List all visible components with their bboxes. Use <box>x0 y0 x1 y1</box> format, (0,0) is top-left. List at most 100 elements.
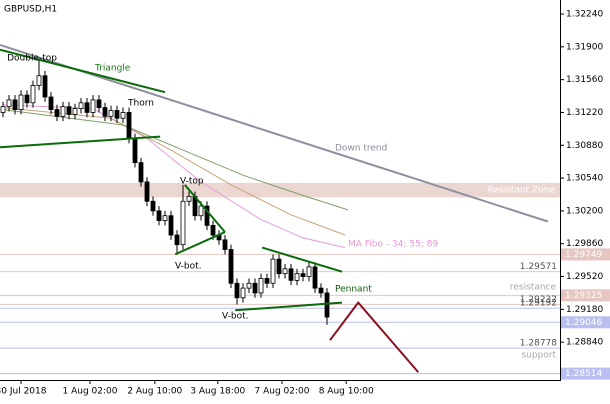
price-level-label: 1.28514 <box>565 369 602 379</box>
candle-body <box>126 112 132 139</box>
y-tick-label: 1.30540 <box>566 174 603 184</box>
candle-body <box>114 110 120 119</box>
level-layer <box>0 253 560 375</box>
price-level-box <box>561 367 610 380</box>
zone-label: Resistant Zone <box>488 186 556 196</box>
chart-title: GBPUSD,H1 <box>4 5 57 15</box>
y-tick-label: 1.31900 <box>566 42 603 52</box>
candle-body <box>324 292 330 318</box>
candle-body <box>24 94 30 104</box>
trendline <box>0 135 161 149</box>
y-tick-label: 1.29180 <box>566 305 603 315</box>
candle-body <box>18 94 24 110</box>
y-tick-label: 1.31220 <box>566 108 603 118</box>
candle-body <box>264 278 270 284</box>
candle-body <box>66 106 72 115</box>
price-level-label: 1.29571 <box>520 262 557 272</box>
candle-body <box>204 205 210 226</box>
price-level-label: 1.29046 <box>565 318 602 328</box>
candle-body <box>288 268 294 281</box>
y-tick-label: 1.30200 <box>566 206 603 216</box>
y-tick-label: 1.29520 <box>566 272 603 282</box>
candle-body <box>0 106 6 113</box>
candle-body <box>222 239 228 250</box>
candle-body <box>6 99 12 108</box>
trendline <box>184 184 226 233</box>
candle-body <box>96 99 102 109</box>
trendline <box>174 231 226 256</box>
trendline <box>261 246 343 273</box>
x-tick-label: 8 Aug 10:00 <box>319 387 374 397</box>
x-tick-label: 3 Aug 18:00 <box>190 387 245 397</box>
zone-layer <box>0 182 560 198</box>
candle-body <box>120 112 126 119</box>
trendline <box>0 43 549 223</box>
candle-layer <box>0 60 330 325</box>
candle-body <box>42 75 48 98</box>
candle-body <box>90 99 96 113</box>
trendline <box>329 301 419 373</box>
trendline <box>235 301 343 312</box>
candle-body <box>198 205 204 217</box>
trendline <box>0 48 166 94</box>
y-tick-label: 1.29860 <box>566 239 603 249</box>
candle-body <box>174 234 180 246</box>
price-level-label: 1.29749 <box>565 250 602 260</box>
candle-body <box>72 108 78 115</box>
candle-body <box>186 196 192 202</box>
candle-body <box>108 110 114 117</box>
candle-body <box>318 287 324 294</box>
y-tick-label: 1.31560 <box>566 75 603 85</box>
candle-body <box>48 96 54 110</box>
candle-body <box>12 99 18 110</box>
y-tick-label: 1.28840 <box>566 338 603 348</box>
x-tick-label: 30 Jul 2018 <box>0 387 47 397</box>
candle-body <box>306 266 312 277</box>
candle-body <box>162 215 168 221</box>
candle-body <box>270 258 276 284</box>
candle-body <box>246 282 252 289</box>
price-level-box <box>561 316 610 329</box>
annotation: Down trend <box>335 144 387 154</box>
x-tick-label: 2 Aug 10:00 <box>127 387 182 397</box>
moving-average <box>2 109 349 211</box>
price-level-label: 1.29325 <box>565 291 602 301</box>
candle-body <box>132 138 138 164</box>
candle-body <box>36 75 42 86</box>
candle-body <box>252 282 258 294</box>
y-tick-label: 1.30880 <box>566 141 603 151</box>
price-level-box <box>561 289 610 302</box>
candle-body <box>144 181 150 202</box>
candle-body <box>282 268 288 275</box>
candle-body <box>102 107 108 117</box>
x-tick-label: 1 Aug 02:00 <box>63 387 118 397</box>
candle-body <box>78 102 84 109</box>
candle-body <box>168 215 174 236</box>
price-level-box <box>561 248 610 261</box>
candle-body <box>294 273 300 281</box>
trendline-layer <box>0 43 549 373</box>
annotation: Pennant <box>335 285 372 295</box>
candle-body <box>234 282 240 299</box>
candle-body <box>258 278 264 294</box>
annotation: support <box>521 351 556 361</box>
candle-body <box>30 85 36 104</box>
candle-body <box>180 200 186 246</box>
candle-body <box>54 109 60 117</box>
price-level-label: 1.29232 <box>520 295 557 305</box>
annotation: Triangle <box>94 64 131 74</box>
price-level-label: 1.29192 <box>520 299 557 309</box>
annotation: V-bot. <box>222 312 249 322</box>
candle-body <box>150 200 156 212</box>
annotation: resistance <box>510 283 557 293</box>
price-level-label: 1.28778 <box>520 339 557 349</box>
candle-body <box>240 287 246 299</box>
candle-body <box>300 273 306 277</box>
candle-body <box>84 102 90 113</box>
candle-body <box>138 162 144 183</box>
y-tick-label: 1.32240 <box>566 9 603 19</box>
